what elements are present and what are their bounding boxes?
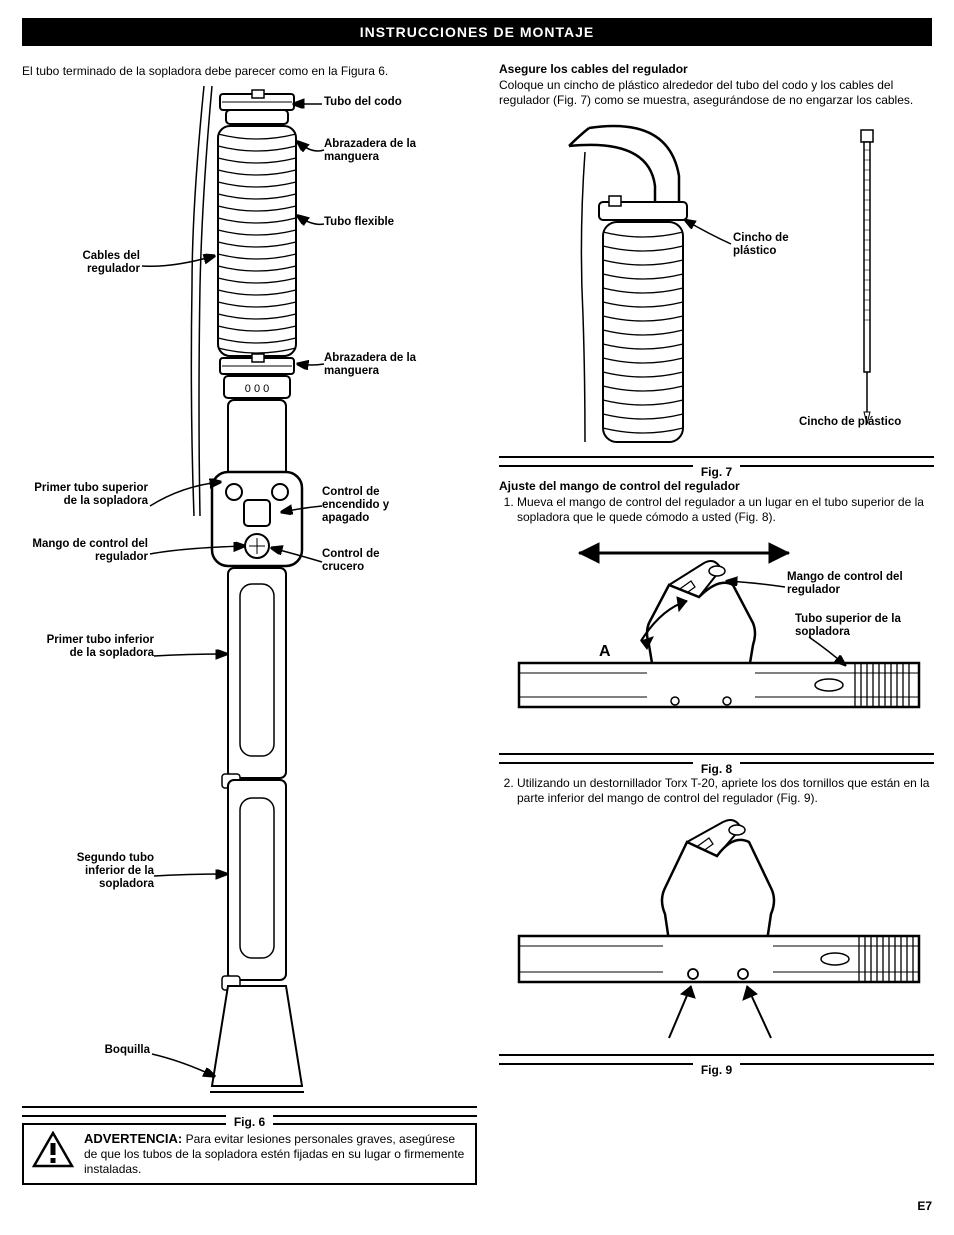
sec7-head: Asegure los cables del regulador xyxy=(499,62,934,76)
warning-icon xyxy=(32,1131,74,1169)
figure-7-box: Cincho de plástico Cincho de plástico Fi… xyxy=(499,116,934,458)
lbl-cincho2: Cincho de plástico xyxy=(799,416,901,429)
lbl-tubo8: Tubo superior de la sopladora xyxy=(795,613,929,639)
fig6-svg: 0 0 0 xyxy=(22,86,477,1106)
fig7-svg xyxy=(499,116,934,456)
steps-list: Mueva el mango de control del regulador … xyxy=(517,495,934,525)
content-columns: El tubo terminado de la sopladora debe p… xyxy=(22,58,932,1185)
lbl-abrazadera1: Abrazadera de la manguera xyxy=(324,138,434,164)
lbl-cables: Cables del regulador xyxy=(44,250,140,276)
intro-text: El tubo terminado de la sopladora debe p… xyxy=(22,64,477,78)
sec7-text: Coloque un cincho de plástico alrededor … xyxy=(499,78,934,108)
figure-6-box: 0 0 0 xyxy=(22,86,477,1108)
warning-text: ADVERTENCIA: Para evitar lesiones person… xyxy=(84,1131,467,1177)
lbl-tubo-flexible: Tubo flexible xyxy=(324,216,394,229)
lbl-segundo-inf: Segundo tubo inferior de la sopladora xyxy=(38,852,154,892)
lbl-cincho1: Cincho de plástico xyxy=(733,232,813,258)
steps-list-2: Utilizando un destornillador Torx T-20, … xyxy=(517,776,934,806)
left-column: El tubo terminado de la sopladora debe p… xyxy=(22,58,477,1185)
sec8-head: Ajuste del mango de control del regulado… xyxy=(499,479,934,493)
figure-7-diagram: Cincho de plástico Cincho de plástico xyxy=(499,116,934,456)
fig6-caption: Fig. 6 xyxy=(226,1115,273,1129)
figure-8-diagram: A Mango de control del regulador Tubo su… xyxy=(499,533,934,753)
warning-box: ADVERTENCIA: Para evitar lesiones person… xyxy=(22,1123,477,1185)
lbl-boquilla: Boquilla xyxy=(82,1044,150,1057)
figure-9-diagram xyxy=(499,814,934,1054)
figure-9-box: Fig. 9 xyxy=(499,814,934,1056)
figure-6-diagram: 0 0 0 xyxy=(22,86,477,1106)
fig9-caption: Fig. 9 xyxy=(693,1063,740,1077)
lbl-crucero: Control de crucero xyxy=(322,548,412,574)
lbl-primer-inf: Primer tubo inferior de la sopladora xyxy=(38,634,154,660)
lbl-mango8: Mango de control del regulador xyxy=(787,571,917,597)
right-column: Asegure los cables del regulador Coloque… xyxy=(499,58,934,1185)
lbl-encendido: Control de encendido y apagado xyxy=(322,486,422,526)
step-1: Mueva el mango de control del regulador … xyxy=(517,495,934,525)
section-header: INSTRUCCIONES DE MONTAJE xyxy=(22,18,932,46)
fig8-caption: Fig. 8 xyxy=(693,762,740,776)
page-number: E7 xyxy=(22,1199,932,1213)
lbl-tubo-codo: Tubo del codo xyxy=(324,96,402,109)
figure-8-box: A Mango de control del regulador Tubo su… xyxy=(499,533,934,755)
lbl-mango: Mango de control del regulador xyxy=(22,538,148,564)
fig8-svg xyxy=(499,533,934,753)
step-2: Utilizando un destornillador Torx T-20, … xyxy=(517,776,934,806)
fig9-svg xyxy=(499,814,934,1054)
lbl-abrazadera2: Abrazadera de la manguera xyxy=(324,352,434,378)
warning-title: ADVERTENCIA: xyxy=(84,1131,182,1146)
lbl-primer-sup: Primer tubo superior de la sopladora xyxy=(32,482,148,508)
svg-text:0 0 0: 0 0 0 xyxy=(245,383,269,395)
fig7-caption: Fig. 7 xyxy=(693,465,740,479)
lbl-A: A xyxy=(599,643,611,661)
